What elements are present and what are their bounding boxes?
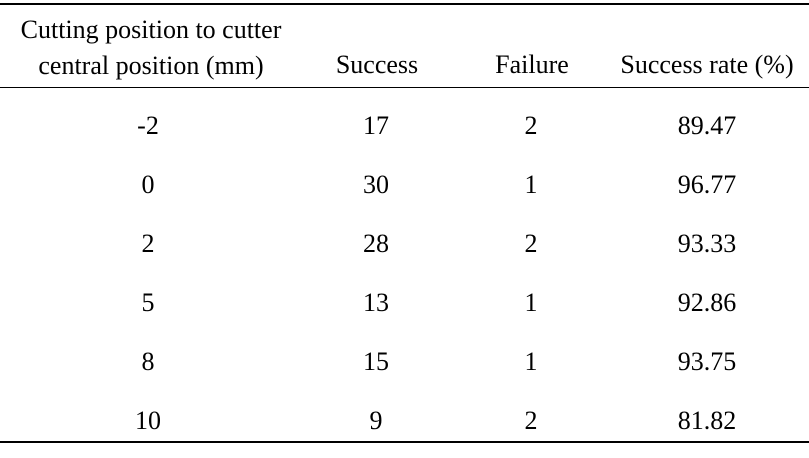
header-cutting-position-line2: central position (mm) (38, 51, 264, 80)
cell-failure: 2 (524, 406, 538, 435)
cell-failure: 2 (524, 229, 538, 258)
table-row: -2 17 2 89.47 (0, 100, 809, 159)
table-row: 10 9 2 81.82 (0, 395, 809, 454)
cell-position: 2 (141, 229, 155, 258)
cell-position: 10 (135, 406, 161, 435)
cell-success: 28 (363, 229, 389, 258)
cell-failure: 1 (524, 288, 538, 317)
cell-success: 15 (363, 347, 389, 376)
cell-position: 0 (141, 170, 155, 199)
cell-position: 5 (141, 288, 155, 317)
cell-success-rate: 89.47 (677, 111, 737, 140)
cell-success: 30 (363, 170, 389, 199)
cell-success: 9 (369, 406, 383, 435)
table-row: 8 15 1 93.75 (0, 336, 809, 395)
header-cutting-position-line1: Cutting position to cutter (20, 15, 282, 44)
cell-failure: 2 (524, 111, 538, 140)
header-success: Success (335, 50, 419, 79)
cell-position: 8 (141, 347, 155, 376)
table-header-rule (0, 87, 809, 88)
cell-position: -2 (137, 111, 159, 140)
header-cutting-position: Cutting position to cutter central posit… (3, 12, 299, 84)
table-row: 0 30 1 96.77 (0, 159, 809, 218)
cell-success: 17 (363, 111, 389, 140)
cell-success: 13 (363, 288, 389, 317)
cell-success-rate: 96.77 (677, 170, 737, 199)
table-body: -2 17 2 89.47 0 30 1 96.77 2 28 2 93.33 … (0, 100, 809, 454)
cell-success-rate: 93.75 (677, 347, 737, 376)
header-failure: Failure (495, 50, 569, 79)
cell-success-rate: 93.33 (677, 229, 737, 258)
cell-success-rate: 92.86 (677, 288, 737, 317)
cell-failure: 1 (524, 347, 538, 376)
header-success-rate: Success rate (%) (620, 50, 794, 79)
cell-failure: 1 (524, 170, 538, 199)
table-top-rule (0, 3, 809, 5)
table-bottom-rule (0, 441, 809, 443)
table-row: 2 28 2 93.33 (0, 218, 809, 277)
table-row: 5 13 1 92.86 (0, 277, 809, 336)
cell-success-rate: 81.82 (677, 406, 737, 435)
